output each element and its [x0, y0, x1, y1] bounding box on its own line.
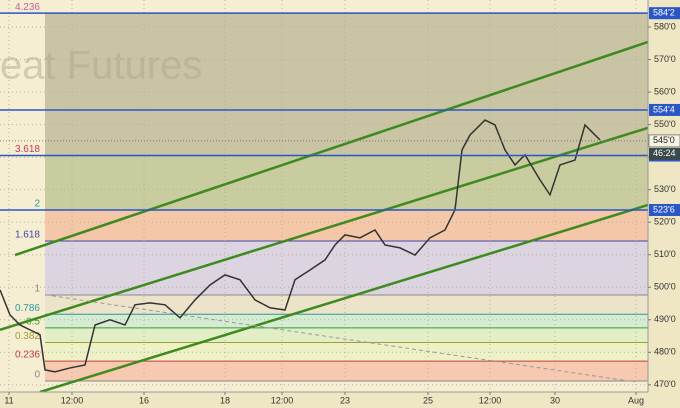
price-box-label: 584'2 [653, 8, 675, 18]
x-tick-label: 12:00 [271, 395, 294, 405]
fib-band [45, 13, 648, 156]
price-box [648, 134, 680, 148]
y-tick-label: 550'0 [654, 119, 676, 129]
x-tick-label: 25 [423, 395, 433, 405]
trendline [0, 126, 649, 332]
fib-label: 0.236 [15, 350, 40, 361]
x-tick-label: 18 [220, 395, 230, 405]
y-tick-label: 570'0 [654, 54, 676, 64]
x-tick-label: 30 [550, 395, 560, 405]
y-tick-label: 520'0 [654, 217, 676, 227]
fib-label: 0.786 [15, 303, 40, 314]
price-box-label: 523'6 [653, 204, 675, 214]
fib-label: 1.618 [15, 230, 40, 241]
fib-label: 0.382 [15, 331, 40, 342]
x-tick-label: 16 [139, 395, 149, 405]
price-line [0, 119, 601, 373]
price-box-label: 545'0 [653, 135, 675, 145]
price-box-label: 554'4 [653, 104, 675, 114]
fib-band [45, 342, 648, 362]
price-box [649, 7, 680, 20]
watermark: eat Futures [0, 44, 202, 88]
price-box [649, 203, 680, 216]
y-tick-label: 580'0 [654, 21, 676, 31]
fib-label: 1 [34, 284, 40, 295]
x-tick-label: 12:00 [61, 395, 84, 405]
x-tick-label: 11 [4, 395, 13, 405]
y-tick-label: 530'0 [654, 184, 676, 194]
fib-label: 2 [34, 199, 40, 210]
fib-band [45, 361, 648, 381]
y-tick-label: 560'0 [654, 86, 676, 96]
y-tick-label: 510'0 [654, 249, 676, 259]
fib-label: 0 [34, 370, 40, 381]
timer: 46:24 [653, 148, 676, 158]
fib-band [45, 241, 648, 296]
time-axis [0, 392, 680, 408]
fib-label: 4.236 [15, 2, 40, 13]
y-tick-label: 500'0 [654, 282, 676, 292]
y-tick-label: 480'0 [654, 347, 676, 357]
fib-label: 0.5 [26, 317, 40, 328]
timer-box [649, 147, 680, 160]
trendline [44, 294, 636, 383]
x-tick-label: 12:00 [479, 395, 502, 405]
x-tick-label: 23 [340, 395, 350, 405]
x-tick-label: Aug [628, 395, 644, 405]
y-tick-label: 470'0 [654, 379, 676, 389]
price-box [649, 103, 680, 116]
fib-label: 3.618 [15, 144, 40, 155]
y-tick-label: 490'0 [654, 314, 676, 324]
fib-band [45, 314, 648, 328]
trendline [14, 40, 649, 257]
fib-band [45, 327, 648, 343]
trendline [39, 203, 649, 394]
fib-band [45, 155, 648, 210]
